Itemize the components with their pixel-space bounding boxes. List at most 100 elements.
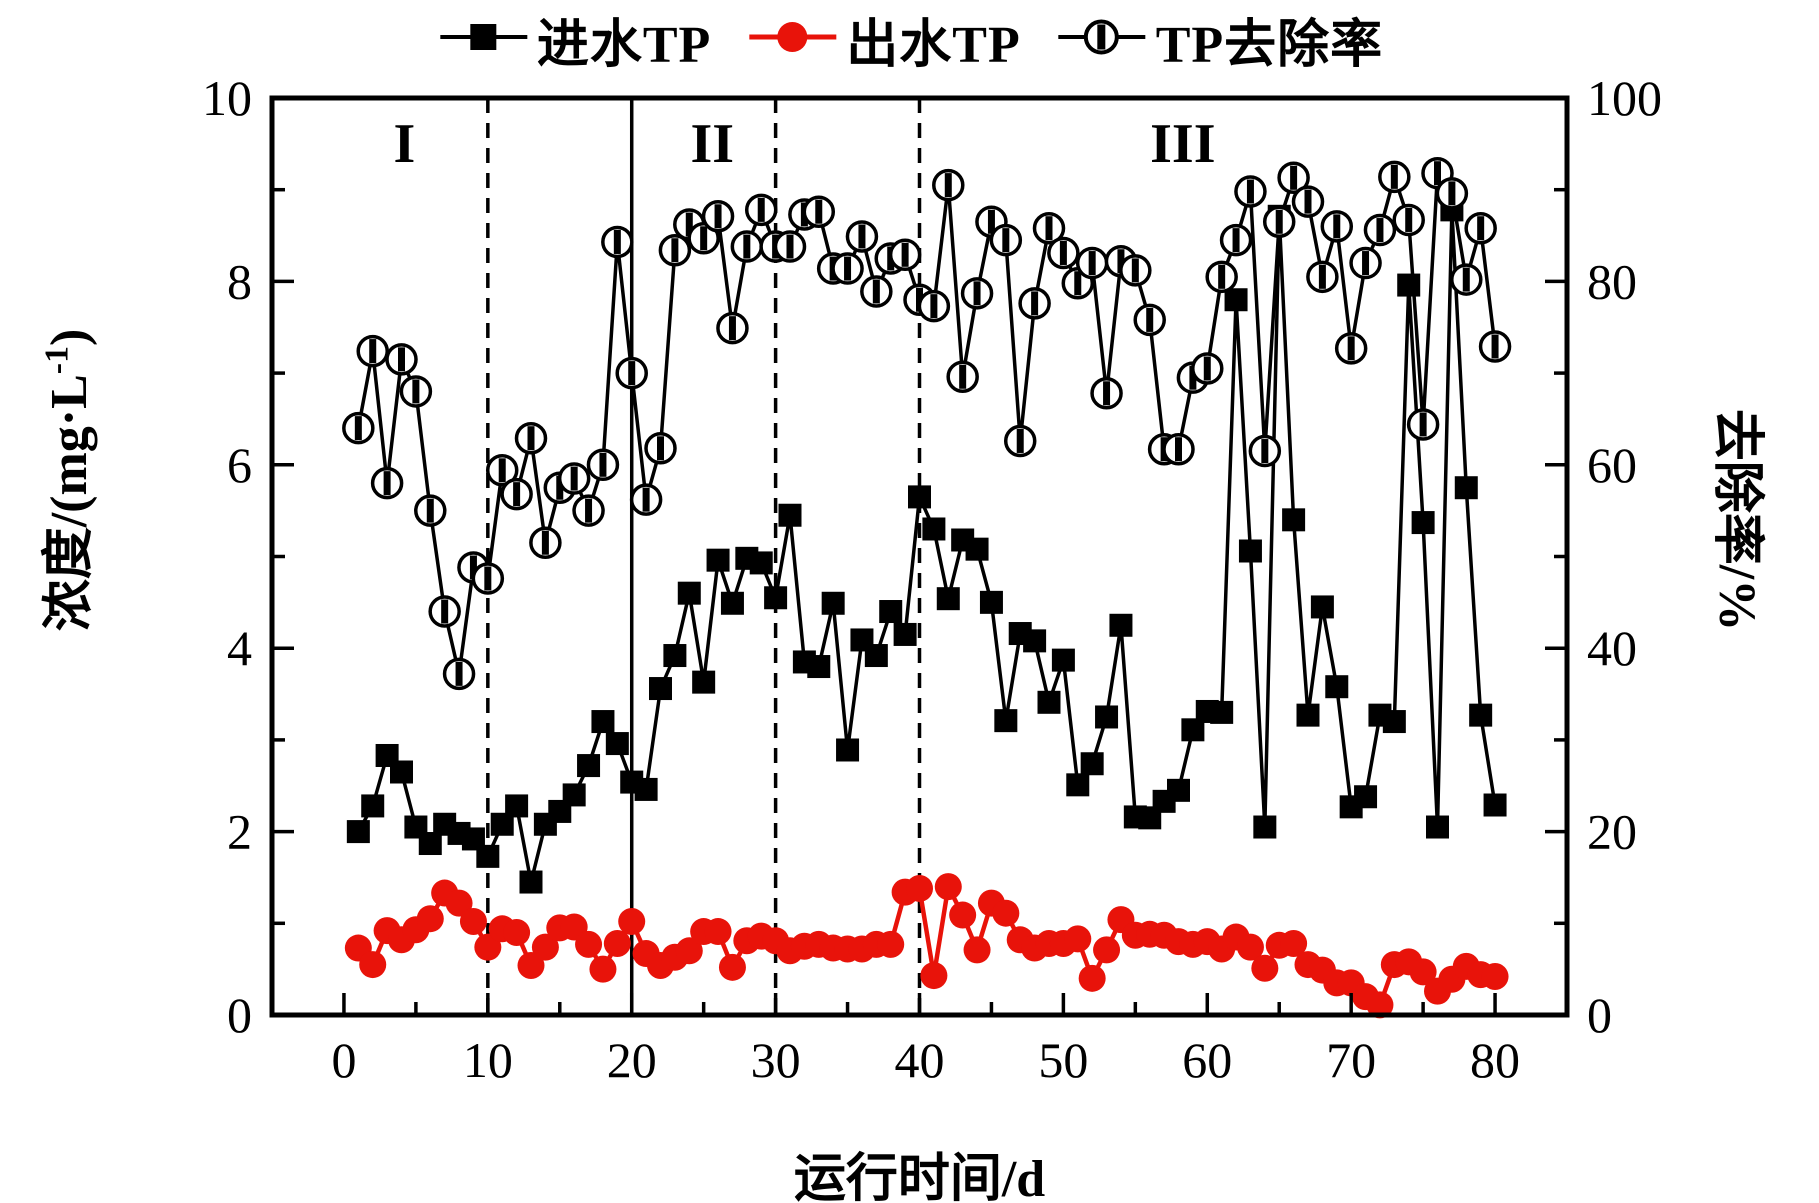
data-point-series-2 [728, 316, 736, 341]
data-point-series-2 [570, 466, 578, 491]
legend-label: 出水TP [846, 17, 1021, 74]
data-point-series-0 [1224, 288, 1248, 312]
data-point-series-2 [671, 238, 679, 263]
data-point-series-2 [1088, 251, 1096, 276]
data-point-series-0 [1051, 648, 1075, 672]
data-point-series-2 [973, 281, 981, 306]
data-point-series-2 [455, 661, 463, 686]
x-tick-label-0: 0 [331, 1032, 356, 1088]
data-point-series-2 [844, 256, 852, 281]
data-point-series-0 [994, 709, 1018, 733]
legend-label: TP去除率 [1155, 17, 1384, 74]
data-point-series-1 [877, 930, 905, 958]
data-point-series-0 [1296, 703, 1320, 727]
data-point-series-0 [605, 732, 629, 756]
data-point-series-1 [1236, 933, 1264, 961]
data-point-series-2 [1275, 209, 1283, 234]
x-tick-label-60: 60 [1182, 1032, 1232, 1088]
half-filled-circle-marker-icon [1055, 15, 1150, 64]
data-point-series-2 [1189, 365, 1197, 390]
data-point-series-2 [354, 416, 362, 441]
legend-label: 进水TP [536, 17, 712, 74]
data-point-series-0 [893, 622, 917, 646]
y-right-tick-label-100: 100 [1587, 70, 1662, 126]
data-point-series-2 [484, 566, 492, 591]
data-point-series-0 [979, 590, 1003, 614]
data-point-series-2 [628, 361, 636, 386]
y-left-tick-label-4: 4 [227, 620, 252, 676]
data-point-series-2 [541, 530, 549, 555]
data-point-series-0 [764, 586, 788, 610]
data-point-series-0 [936, 587, 960, 611]
y-axis-title-left: 浓度/(mg·L-1) [38, 328, 98, 632]
data-point-series-1 [474, 933, 502, 961]
data-point-series-0 [1253, 815, 1277, 839]
data-point-series-2 [412, 379, 420, 404]
x-axis-title: 运行时间/d [793, 1151, 1046, 1203]
data-point-series-2 [1390, 164, 1398, 189]
data-point-series-2 [599, 452, 607, 477]
data-point-series-0 [346, 820, 370, 844]
data-point-series-2 [527, 426, 535, 451]
data-point-series-2 [441, 599, 449, 624]
data-point-series-0 [1109, 613, 1133, 637]
x-tick-label-30: 30 [751, 1032, 801, 1088]
data-point-series-2 [1045, 216, 1053, 241]
data-point-series-0 [1023, 629, 1047, 653]
data-point-series-1 [1409, 958, 1437, 986]
data-point-series-2 [930, 294, 938, 319]
data-point-series-2 [1218, 264, 1226, 289]
data-point-series-2 [1146, 307, 1154, 332]
legend-item-tp-removal: TP去除率 [1055, 2, 1383, 77]
data-point-series-1 [531, 933, 559, 961]
data-point-series-1 [963, 936, 991, 964]
legend-item-effluent-tp: 出水TP [745, 2, 1020, 77]
data-point-series-1 [1251, 954, 1279, 982]
data-point-series-0 [821, 591, 845, 615]
data-point-series-0 [1310, 595, 1334, 619]
data-point-series-0 [1238, 539, 1262, 563]
data-point-series-2 [743, 234, 751, 259]
data-point-series-0 [649, 677, 672, 701]
data-point-series-0 [1066, 773, 1090, 797]
data-point-series-1 [920, 962, 948, 990]
filled-circle-marker-icon [745, 15, 840, 64]
y-left-tick-label-0: 0 [227, 987, 252, 1043]
phase-label-3: III [1150, 113, 1215, 175]
data-point-series-0 [706, 548, 730, 572]
data-point-series-0 [1095, 705, 1119, 729]
legend-item-influent-tp: 进水TP [436, 2, 711, 77]
data-point-series-0 [1469, 703, 1493, 727]
data-point-series-2 [714, 204, 722, 229]
x-tick-label-70: 70 [1326, 1032, 1376, 1088]
data-point-series-0 [361, 794, 385, 818]
data-point-series-2 [556, 475, 564, 500]
data-point-series-2 [987, 209, 995, 234]
data-point-series-0 [749, 551, 773, 575]
y-right-tick-label-60: 60 [1587, 437, 1637, 493]
data-point-series-0 [836, 738, 860, 762]
data-point-series-0 [1181, 718, 1205, 742]
data-point-series-2 [383, 471, 391, 496]
data-point-series-2 [1347, 336, 1355, 361]
data-point-series-0 [577, 754, 601, 778]
data-point-series-0 [519, 870, 543, 894]
data-point-series-2 [585, 498, 593, 523]
data-point-series-2 [1232, 228, 1240, 253]
y-right-tick-label-40: 40 [1587, 620, 1637, 676]
data-point-series-0 [1282, 508, 1306, 532]
data-point-series-0 [1454, 476, 1478, 500]
data-point-series-2 [872, 279, 880, 304]
data-point-series-2 [1318, 264, 1326, 289]
data-point-series-2 [1448, 181, 1456, 206]
data-point-series-0 [634, 777, 658, 801]
data-point-series-2 [757, 197, 765, 222]
data-point-series-0 [1397, 273, 1421, 297]
data-point-series-0 [1167, 778, 1190, 802]
data-point-series-2 [1117, 249, 1125, 274]
data-point-series-1 [603, 929, 631, 957]
data-point-series-0 [1354, 785, 1378, 809]
y-right-tick-label-20: 20 [1587, 804, 1637, 860]
